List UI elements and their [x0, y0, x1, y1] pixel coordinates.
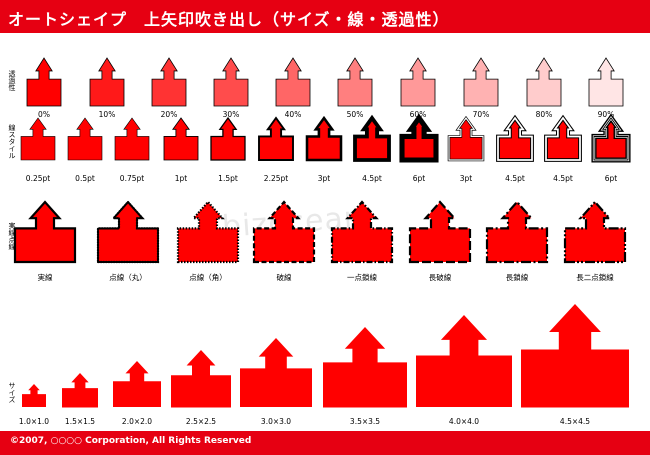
shape-caption: 6pt — [412, 174, 426, 183]
callout-shape — [563, 200, 627, 264]
callout-shape — [591, 113, 631, 163]
shape-caption: 実線 — [37, 273, 53, 282]
shape-caption: 40% — [284, 110, 302, 119]
shape-caption: 長二点鎖線 — [576, 273, 614, 282]
callout-shape — [323, 326, 407, 407]
shape-caption: 1.0×1.0 — [18, 417, 50, 426]
callout-shape — [20, 117, 56, 161]
shape-caption: 90% — [597, 110, 615, 119]
callout-shape — [496, 114, 534, 162]
shape-caption: 0.5pt — [75, 174, 95, 183]
copyright-text: ©2007, ○○○○ Corporation, All Rights Rese… — [10, 436, 252, 446]
row-label-line-style: 線スタイル — [8, 124, 16, 159]
callout-shape — [26, 57, 62, 107]
shape-caption: 4.5pt — [505, 174, 525, 183]
shape-caption: 0.75pt — [119, 174, 145, 183]
shape-caption: 3.5×3.5 — [349, 417, 381, 426]
shape-caption: 点線（丸） — [109, 273, 147, 282]
callout-shape — [176, 200, 240, 264]
callout-shape — [210, 116, 246, 161]
header-band: オートシェイプ 上矢印吹き出し（サイズ・線・透過性） — [0, 0, 650, 35]
footer-band: ©2007, ○○○○ Corporation, All Rights Rese… — [0, 431, 650, 455]
callout-shape — [400, 57, 436, 107]
shape-caption: 10% — [98, 110, 116, 119]
shape-caption: 2.0×2.0 — [121, 417, 153, 426]
callout-shape — [485, 200, 549, 264]
callout-shape — [13, 200, 77, 264]
callout-shape — [163, 117, 199, 161]
shape-caption: 4.5pt — [553, 174, 573, 183]
callout-shape — [521, 303, 629, 407]
shape-caption: 4.5×4.5 — [559, 417, 591, 426]
callout-shape — [337, 57, 373, 107]
shape-caption: 3.0×3.0 — [260, 417, 292, 426]
shape-caption: 3pt — [317, 174, 331, 183]
shape-caption: 3pt — [459, 174, 473, 183]
shape-caption: 一点鎖線 — [347, 273, 377, 282]
page-title: オートシェイプ 上矢印吹き出し（サイズ・線・透過性） — [8, 10, 450, 29]
callout-shape — [463, 57, 499, 107]
callout-shape — [67, 117, 103, 161]
callout-shape — [252, 200, 316, 264]
callout-shape — [408, 200, 472, 264]
callout-shape — [96, 200, 160, 264]
shape-caption: 6pt — [604, 174, 618, 183]
shape-caption: 60% — [409, 110, 427, 119]
callout-shape — [588, 57, 624, 107]
shape-caption: 4.0×4.0 — [448, 417, 480, 426]
callout-shape — [447, 115, 485, 162]
shape-caption: 2.25pt — [263, 174, 289, 183]
shape-caption: 長破線 — [428, 273, 452, 282]
shape-caption: 長鎖線 — [505, 273, 529, 282]
callout-shape — [213, 57, 249, 107]
callout-shape — [275, 57, 311, 107]
row-label-size: サイズ — [8, 382, 16, 403]
shape-caption: 点線（角） — [189, 273, 227, 282]
callout-shape — [258, 116, 294, 161]
shape-caption: 30% — [222, 110, 240, 119]
shape-caption: 4.5pt — [362, 174, 382, 183]
callout-shape — [544, 114, 582, 162]
callout-shape — [171, 349, 231, 407]
callout-shape — [22, 384, 46, 407]
callout-shape — [114, 117, 150, 161]
callout-shape — [526, 57, 562, 107]
row-label-transparency: 透過性 — [8, 70, 16, 91]
callout-shape — [305, 115, 343, 162]
callout-shape — [416, 315, 512, 407]
callout-shape — [62, 372, 98, 407]
shape-caption: 1.5×1.5 — [64, 417, 96, 426]
callout-shape — [353, 114, 391, 162]
shape-caption: 0% — [38, 110, 50, 119]
callout-shape — [151, 57, 187, 107]
shape-caption: 70% — [472, 110, 490, 119]
shape-caption: 1.5pt — [218, 174, 238, 183]
callout-shape — [89, 57, 125, 107]
callout-shape — [399, 113, 439, 163]
row-label-dash: 実線点線 — [8, 222, 16, 250]
callout-shape — [240, 338, 312, 407]
callout-shape — [330, 200, 394, 264]
shape-caption: 1pt — [174, 174, 188, 183]
shape-caption: 破線 — [276, 273, 292, 282]
shape-caption: 2.5×2.5 — [185, 417, 217, 426]
shape-caption: 20% — [160, 110, 178, 119]
shape-caption: 50% — [346, 110, 364, 119]
shape-caption: 0.25pt — [25, 174, 51, 183]
shape-caption: 80% — [535, 110, 553, 119]
callout-shape — [113, 361, 161, 407]
